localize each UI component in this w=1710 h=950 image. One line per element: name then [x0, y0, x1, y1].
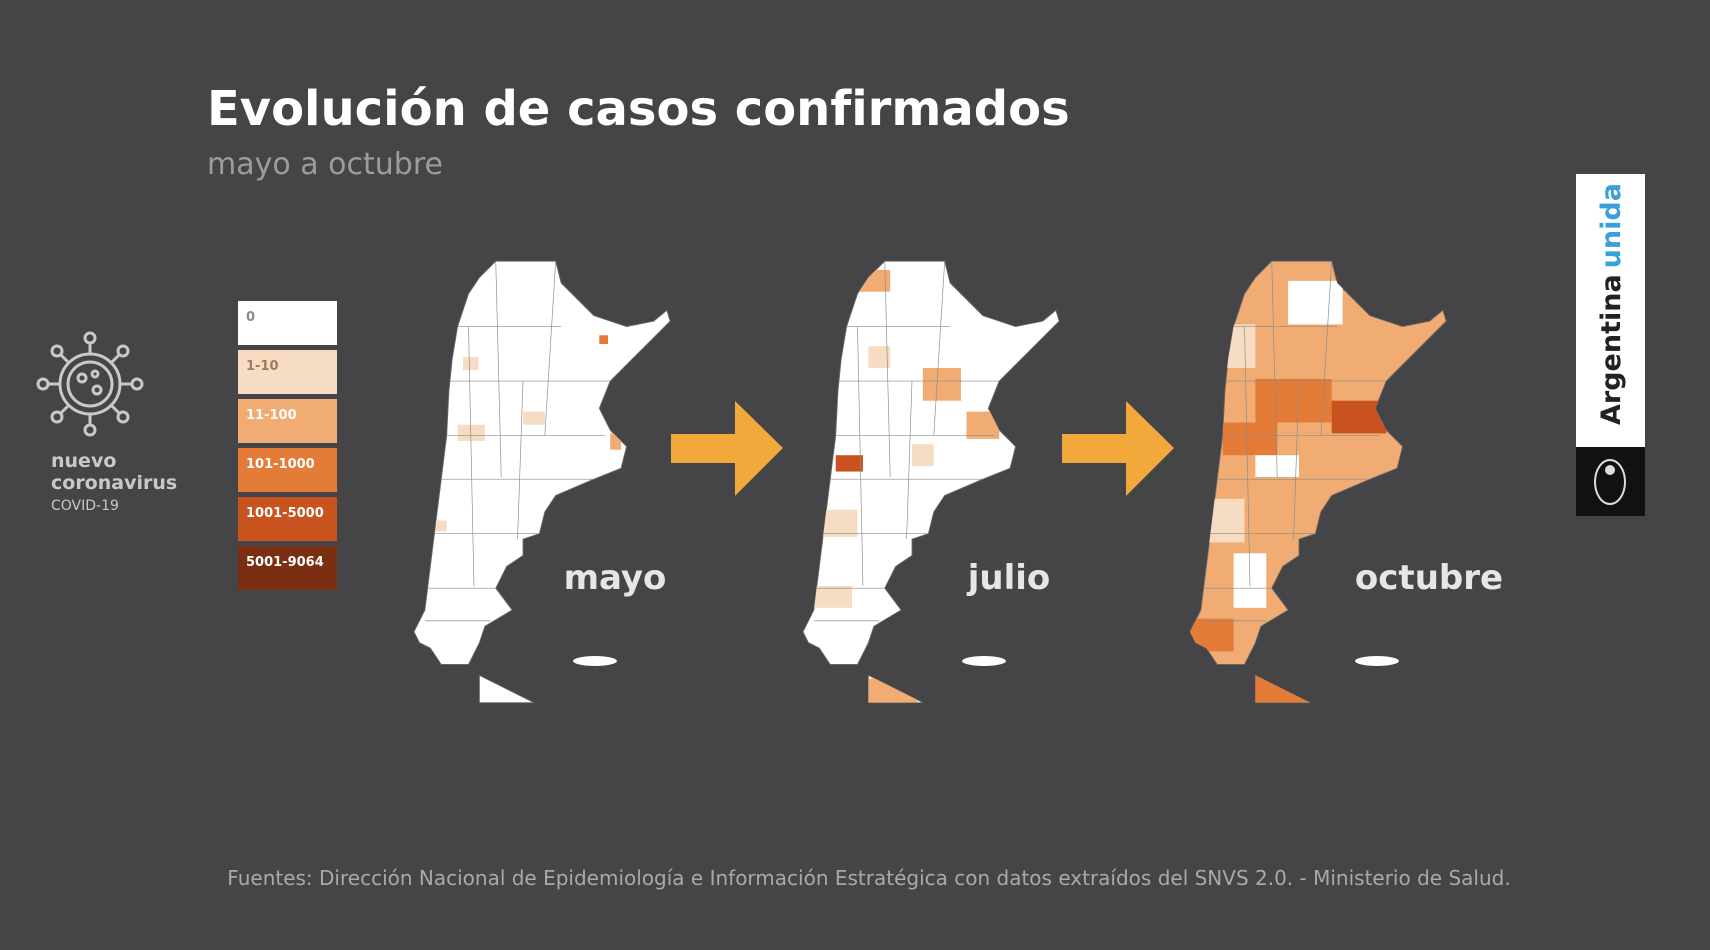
legend-label: 0	[246, 310, 255, 325]
badge: Argentina unida	[1576, 174, 1645, 516]
legend-label: 1-10	[246, 359, 279, 374]
badge-word: Argentina	[1596, 274, 1627, 425]
legend-swatch	[238, 301, 337, 345]
islands	[573, 656, 1399, 666]
legend-swatch	[238, 497, 337, 541]
legend-label: 101-1000	[246, 457, 315, 472]
map-label: julio	[966, 558, 1051, 598]
map	[802, 260, 1060, 704]
footer-source: Fuentes: Dirección Nacional de Epidemiol…	[227, 866, 1510, 890]
brand-line: coronavirus	[51, 472, 177, 494]
legend-swatch	[238, 448, 337, 492]
legend-label: 11-100	[246, 408, 297, 423]
title: Evolución de casos confirmados	[207, 81, 1070, 137]
badge-word: unida	[1596, 183, 1627, 268]
legend-swatch	[238, 546, 337, 590]
legend: 0 1-10 11-100 101-1000 1001-5000 5001-9064	[238, 301, 337, 590]
legend-label: 5001-9064	[246, 555, 324, 570]
svg-text:Argentinaunida: Argentina unida	[1596, 183, 1627, 425]
arrow	[671, 401, 783, 496]
map	[413, 260, 671, 704]
legend-swatch	[238, 350, 337, 394]
virus-icon	[36, 331, 144, 437]
legend-swatch	[238, 399, 337, 443]
subtitle: mayo a octubre	[207, 147, 443, 182]
map	[1189, 260, 1447, 704]
brand-line: nuevo	[51, 450, 116, 472]
arrow	[1062, 401, 1174, 496]
brand-line: COVID-19	[51, 498, 119, 514]
map-label: octubre	[1355, 558, 1503, 598]
legend-label: 1001-5000	[246, 506, 324, 521]
map-label: mayo	[564, 558, 667, 598]
